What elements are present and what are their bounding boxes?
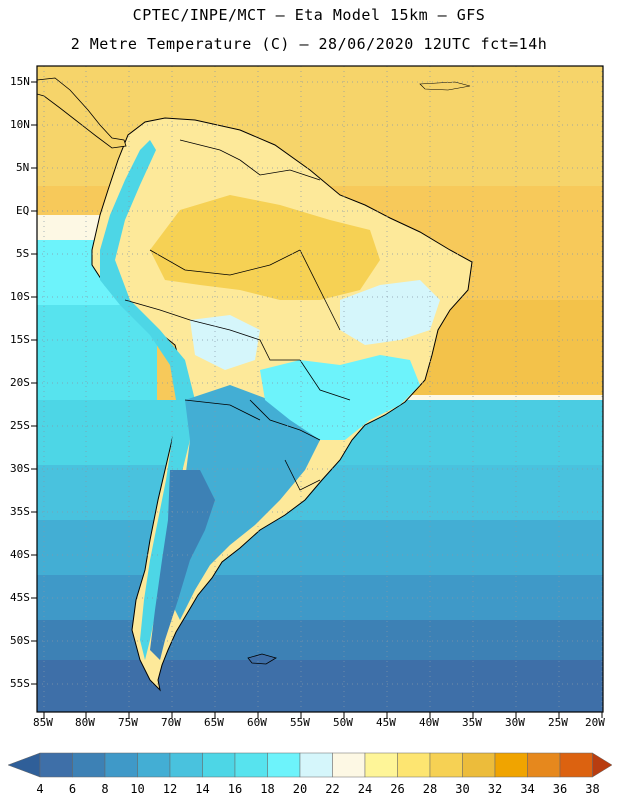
lon-label: 20W xyxy=(585,716,605,729)
lon-label: 65W xyxy=(204,716,224,729)
lat-label: 45S xyxy=(10,591,30,604)
lat-label: 55S xyxy=(10,677,30,690)
colorbar-label: 10 xyxy=(130,782,145,796)
lon-label: 50W xyxy=(333,716,353,729)
colorbar-label: 32 xyxy=(487,782,503,796)
colorbar-swatch xyxy=(299,752,333,778)
colorbar-label: 12 xyxy=(162,782,178,796)
colorbar-swatch xyxy=(332,752,366,778)
lon-label: 40W xyxy=(419,716,439,729)
colorbar-label: 18 xyxy=(260,782,275,796)
amazon-warm-region xyxy=(150,195,380,300)
colorbar-label: 14 xyxy=(195,782,210,796)
southern-cone-cool xyxy=(170,385,320,620)
colorbar-label: 34 xyxy=(520,782,535,796)
colorbar-swatch xyxy=(39,752,73,778)
lat-label: 35S xyxy=(10,505,30,518)
lon-label: 30W xyxy=(505,716,525,729)
colorbar-swatch xyxy=(559,752,593,778)
lat-label: 20S xyxy=(10,376,30,389)
colorbar-label: 36 xyxy=(552,782,568,796)
lon-label: 85W xyxy=(33,716,53,729)
lat-label: 5S xyxy=(16,247,30,260)
colorbar-swatch xyxy=(234,752,268,778)
colorbar-low-arrow xyxy=(7,752,41,778)
colorbar-swatch xyxy=(462,752,496,778)
colorbar-label: 38 xyxy=(585,782,600,796)
lon-label: 25W xyxy=(548,716,568,729)
colorbar-label: 6 xyxy=(68,782,77,796)
lon-label: 80W xyxy=(75,716,95,729)
colorbar-swatch xyxy=(364,752,398,778)
colorbar-label: 20 xyxy=(292,782,308,796)
colorbar xyxy=(7,752,613,778)
lon-label: 45W xyxy=(376,716,396,729)
lat-label: 10S xyxy=(10,290,30,303)
lat-label: 25S xyxy=(10,419,30,432)
lon-label: 75W xyxy=(118,716,138,729)
patagonia-cold xyxy=(150,470,215,660)
colorbar-swatch xyxy=(72,752,106,778)
andes-cold-region xyxy=(100,140,195,660)
caribbean-islands xyxy=(419,81,471,91)
colorbar-swatch xyxy=(267,752,301,778)
southeast-brazil-cool xyxy=(260,355,420,440)
lat-label: 15S xyxy=(10,333,30,346)
colorbar-label: 26 xyxy=(390,782,405,796)
colorbar-swatch xyxy=(429,752,463,778)
colorbar-swatch xyxy=(397,752,431,778)
colorbar-label: 4 xyxy=(36,782,44,796)
lat-label: EQ xyxy=(16,204,30,217)
brazil-highlands xyxy=(340,280,440,345)
colorbar-swatch xyxy=(494,752,528,778)
colorbar-swatch xyxy=(137,752,171,778)
lat-label: 30S xyxy=(10,462,30,475)
lat-label: 5N xyxy=(16,161,30,174)
lat-label: 10N xyxy=(10,118,30,131)
lon-label: 70W xyxy=(161,716,181,729)
colorbar-swatch xyxy=(527,752,561,778)
colorbar-swatch xyxy=(104,752,138,778)
bolivia-light xyxy=(190,315,260,370)
lat-label: 50S xyxy=(10,634,30,647)
colorbar-label: 16 xyxy=(227,782,243,796)
axis-ticks xyxy=(31,81,603,718)
ocean-10-band xyxy=(37,520,603,580)
colorbar-high-arrow xyxy=(592,752,613,778)
lon-label: 35W xyxy=(462,716,482,729)
country-borders xyxy=(124,139,351,491)
falkland-islands xyxy=(247,653,277,665)
colorbar-swatch xyxy=(169,752,203,778)
colorbar-label: 30 xyxy=(455,782,470,796)
colorbar-label: 22 xyxy=(325,782,340,796)
colorbar-swatch xyxy=(202,752,236,778)
ocean-8-band xyxy=(37,575,603,625)
lon-label: 55W xyxy=(290,716,310,729)
lat-label: 40S xyxy=(10,548,30,561)
map-field xyxy=(37,66,603,712)
central-america-land xyxy=(37,77,127,149)
ocean-4-band xyxy=(37,660,603,712)
colorbar-label: 24 xyxy=(357,782,373,796)
map-title-line2: 2 Metre Temperature (C) – 28/06/2020 12U… xyxy=(70,35,548,53)
ocean-6-band xyxy=(37,620,603,665)
lat-label: 15N xyxy=(10,75,30,88)
lon-label: 60W xyxy=(247,716,267,729)
colorbar-label: 8 xyxy=(101,782,109,796)
map-title-line1: CPTEC/INPE/MCT – Eta Model 15km – GFS xyxy=(132,6,486,24)
colorbar-label: 28 xyxy=(422,782,438,796)
map-frame xyxy=(36,65,604,713)
